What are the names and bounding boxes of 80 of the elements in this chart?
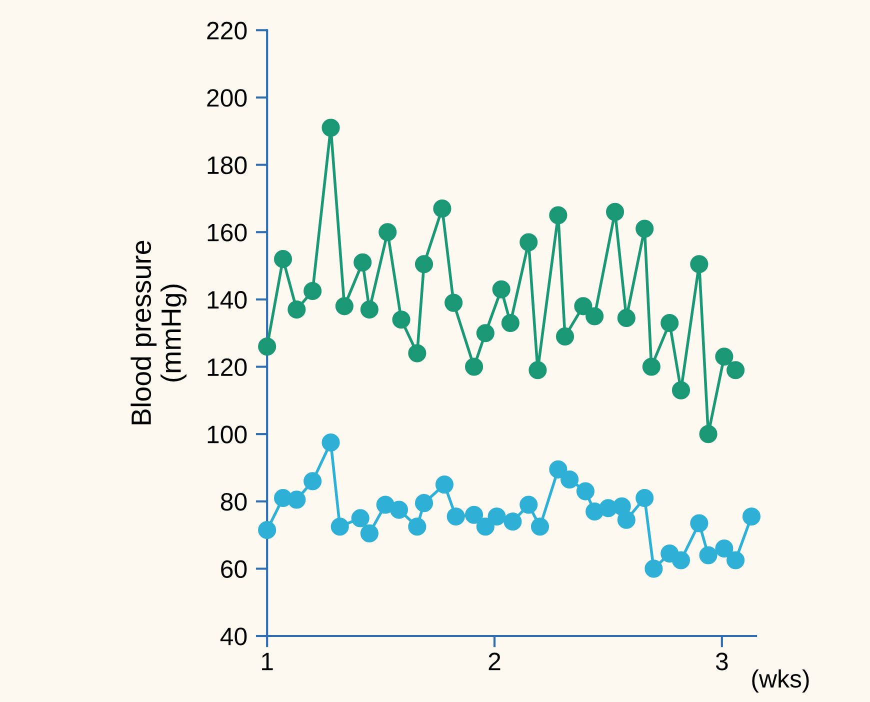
point (322, 118, 340, 137)
y-tick-label: 160 (208, 224, 247, 242)
point (742, 508, 761, 526)
point (492, 280, 510, 298)
point (476, 324, 494, 342)
point (690, 255, 708, 274)
point (644, 560, 663, 578)
point (258, 520, 276, 540)
point (408, 344, 426, 362)
point (576, 482, 594, 500)
point (636, 220, 654, 238)
point (335, 297, 354, 316)
point (390, 500, 408, 519)
point (414, 255, 434, 274)
y-tick-label: 180 (208, 156, 247, 174)
point (435, 476, 454, 494)
x-tick-label: 1 (262, 652, 273, 670)
point (501, 314, 520, 332)
y-tick-label: 60 (221, 560, 247, 578)
point (304, 282, 322, 300)
point (354, 253, 372, 272)
y-tick-label: 40 (220, 628, 247, 646)
point (322, 433, 340, 452)
x-tick-label: 3 (716, 652, 728, 670)
point (586, 307, 604, 326)
point (304, 472, 322, 490)
y-tick-label: 140 (208, 291, 247, 309)
point (642, 358, 660, 376)
point (360, 524, 378, 542)
point (726, 361, 745, 380)
point (288, 490, 306, 509)
point (488, 508, 506, 526)
point (660, 314, 679, 332)
point (726, 551, 745, 570)
point (617, 308, 636, 327)
x-axis-title: (wks) (752, 669, 809, 693)
y-tick-label: 220 (207, 22, 247, 40)
point (378, 223, 397, 242)
point (520, 496, 538, 514)
point (360, 300, 378, 319)
point (408, 518, 426, 536)
point (699, 425, 718, 444)
point (433, 200, 452, 218)
y-tick-label: 80 (220, 492, 247, 511)
point (392, 310, 410, 329)
x-tick-label: 2 (488, 652, 500, 670)
y-tick-label: 100 (208, 426, 247, 444)
point (258, 338, 276, 356)
point (414, 494, 434, 512)
point (530, 518, 550, 536)
point (351, 509, 370, 528)
point (556, 327, 574, 346)
point (274, 250, 292, 268)
point (715, 539, 734, 558)
point (465, 506, 484, 524)
point (504, 512, 522, 531)
point (560, 470, 579, 489)
point (446, 508, 465, 526)
point (699, 546, 718, 564)
point (528, 361, 547, 380)
point (520, 233, 538, 252)
point (288, 300, 306, 319)
point (672, 551, 690, 570)
point (715, 348, 734, 366)
y-axis-title: Blood pressure (mmHg) (130, 240, 186, 424)
y-tick-label: 200 (207, 89, 247, 107)
point (444, 294, 463, 312)
y-tick-label: 120 (208, 358, 247, 376)
point (465, 358, 484, 376)
point (476, 518, 494, 536)
point (636, 488, 654, 508)
point (330, 518, 349, 536)
point (672, 381, 690, 400)
point (549, 460, 568, 478)
point (574, 297, 592, 316)
point (690, 514, 708, 532)
point (549, 206, 568, 224)
point (617, 510, 636, 529)
point (376, 496, 394, 514)
point (606, 202, 624, 221)
